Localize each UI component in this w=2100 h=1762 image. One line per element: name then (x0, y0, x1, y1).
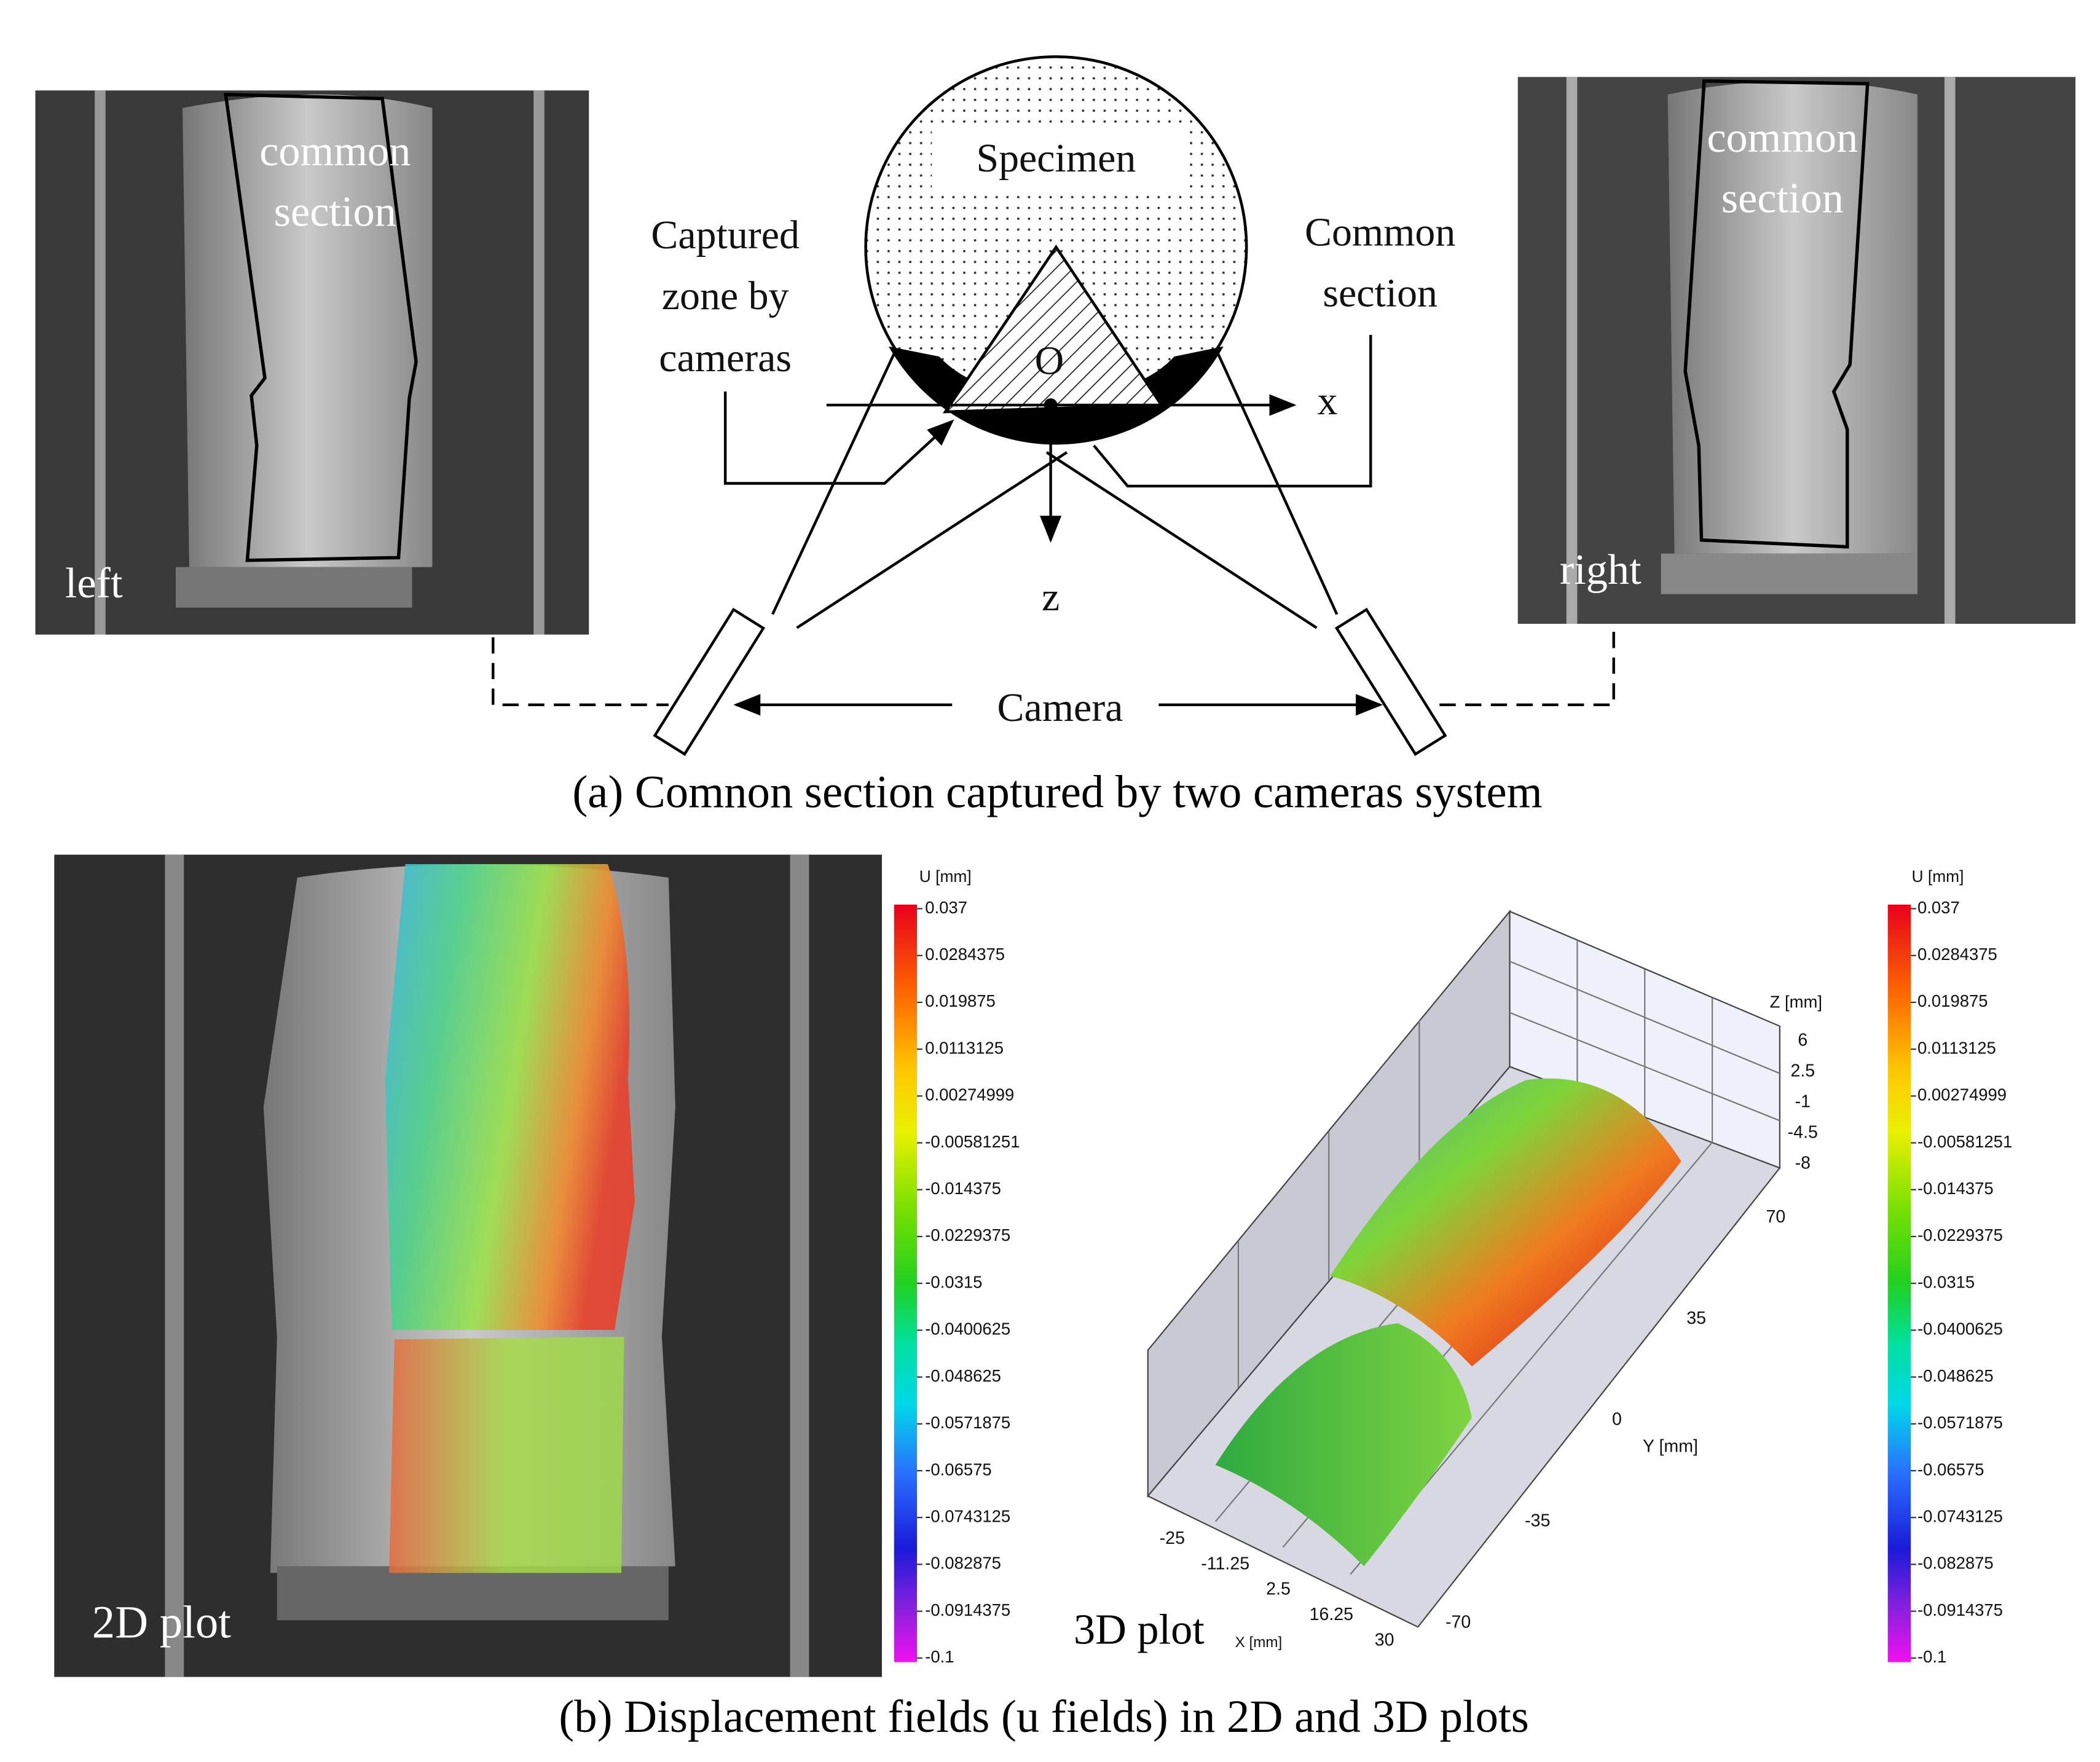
diagram (492, 55, 1615, 757)
overlay-label: common (1707, 114, 1858, 162)
colorbar-tick-label: -0.0571875 (925, 1413, 1010, 1432)
colorbar-tick-label: 0.00274999 (925, 1085, 1014, 1104)
caption: (a) Comnon section captured by two camer… (572, 766, 1542, 817)
colorbar-tick-label: -0.0315 (925, 1272, 982, 1291)
right-photo (1517, 77, 2076, 624)
colorbar-tick-label: 0.0284375 (925, 945, 1005, 964)
colorbar-tick-label: -0.082875 (1917, 1554, 1994, 1573)
colorbar-tick-label: 0.037 (1917, 898, 1960, 917)
colorbar-tick-label: -0.06575 (925, 1460, 991, 1479)
colorbar-tick-label: -0.048625 (1917, 1366, 1994, 1385)
colorbar-tick-label: -0.0315 (1917, 1272, 1975, 1291)
overlay-label: common (259, 127, 411, 175)
caption: (b) Displacement fields (u fields) in 2D… (559, 1691, 1528, 1742)
y-tick-label: -70 (1445, 1612, 1471, 1632)
y-tick-label: 0 (1612, 1410, 1622, 1430)
z-tick-label: 6 (1798, 1030, 1807, 1050)
x-axis-label: x (1317, 379, 1337, 423)
plot-label: 3D plot (1074, 1605, 1205, 1653)
colorbar-tick-label: 0.0113125 (1917, 1038, 1996, 1057)
colorbar-tick-label: -0.048625 (925, 1366, 1001, 1385)
x-tick-label: 2.5 (1266, 1579, 1291, 1599)
colorbar-title: U [mm] (1912, 867, 1964, 886)
colorbar-tick-label: 0.00274999 (1917, 1085, 2007, 1104)
x-tick-label: -25 (1160, 1528, 1185, 1548)
colorbar-tick-label: -0.0400625 (1917, 1320, 2003, 1339)
colorbar-title: U [mm] (919, 867, 972, 886)
captured-zone-label: cameras (659, 336, 792, 380)
y-tick-label: -35 (1525, 1511, 1550, 1530)
colorbar-tick-label: 0.019875 (925, 991, 996, 1010)
z-tick-label: -1 (1795, 1092, 1811, 1112)
captured-zone-label: zone by (662, 273, 789, 318)
left-photo (35, 90, 589, 635)
z-tick-label: 2.5 (1790, 1061, 1815, 1080)
common-section-label: section (1323, 270, 1437, 315)
common-section-label: Common (1305, 210, 1455, 255)
overlay-label: section (274, 188, 396, 236)
colorbar (1887, 904, 1911, 1662)
z-axis-title: Z [mm] (1770, 993, 1822, 1012)
colorbar-tick-label: -0.1 (1917, 1647, 1946, 1666)
colorbar-tick-label: -0.0743125 (1917, 1506, 2003, 1525)
overlay-label: section (1721, 175, 1844, 222)
x-axis-title: X [mm] (1235, 1634, 1283, 1651)
z-tick-label: -4.5 (1788, 1123, 1818, 1143)
colorbar-tick-label: -0.0571875 (1917, 1413, 2003, 1432)
colorbar-tick-label: 0.0284375 (1917, 945, 1997, 964)
colorbar-tick-label: 0.0113125 (925, 1038, 1004, 1057)
plot-label: 2D plot (92, 1597, 231, 1648)
specimen-label: Specimen (976, 136, 1136, 181)
camera-label: Camera (997, 685, 1123, 730)
colorbar-tick-label: -0.00581251 (1917, 1132, 2012, 1151)
colorbar-tick-label: -0.014375 (925, 1179, 1001, 1198)
x-tick-label: 16.25 (1310, 1605, 1353, 1624)
colorbar-tick-label: -0.0914375 (925, 1600, 1010, 1619)
x-tick-label: -11.25 (1201, 1554, 1249, 1573)
colorbar-tick-label: -0.06575 (1917, 1460, 1984, 1479)
colorbar-tick-label: -0.0400625 (925, 1320, 1010, 1339)
colorbar-tick-label: 0.037 (925, 898, 967, 917)
colorbar-tick-label: -0.00581251 (925, 1132, 1020, 1151)
colorbar-tick-label: -0.082875 (925, 1554, 1001, 1573)
origin-label: O (1035, 338, 1064, 383)
captured-zone-label: Captured (651, 213, 800, 258)
colorbar-tick-label: -0.014375 (1917, 1179, 1994, 1198)
photo-label: right (1560, 546, 1642, 594)
colorbar-tick-label: -0.0229375 (1917, 1225, 2003, 1245)
colorbar-tick-label: -0.0229375 (925, 1225, 1010, 1245)
y-tick-label: 35 (1686, 1308, 1706, 1328)
colorbar-tick-label: 0.019875 (1917, 991, 1988, 1010)
x-tick-label: 30 (1375, 1630, 1394, 1650)
colorbar (894, 904, 918, 1662)
z-tick-label: -8 (1795, 1154, 1811, 1173)
colorbar-tick-label: -0.1 (925, 1647, 954, 1666)
y-tick-label: 70 (1766, 1207, 1785, 1227)
z-axis-label: z (1042, 575, 1060, 619)
photo-label: left (65, 559, 123, 607)
y-axis-title: Y [mm] (1643, 1437, 1698, 1457)
plot-3d (1147, 909, 1781, 1628)
colorbar-tick-label: -0.0914375 (1917, 1600, 2003, 1619)
plot-2d-image (54, 854, 1045, 1677)
colorbar-tick-label: -0.0743125 (925, 1506, 1010, 1525)
